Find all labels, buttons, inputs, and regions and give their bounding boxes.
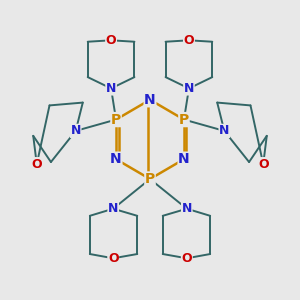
Text: O: O	[32, 158, 42, 171]
Text: P: P	[179, 112, 189, 127]
Text: N: N	[106, 82, 116, 95]
Text: P: P	[111, 112, 121, 127]
Text: N: N	[182, 202, 192, 215]
Text: O: O	[182, 252, 192, 265]
Text: O: O	[108, 252, 119, 265]
Text: O: O	[106, 34, 116, 47]
Text: P: P	[145, 172, 155, 186]
Text: N: N	[108, 202, 119, 215]
Text: N: N	[70, 124, 81, 137]
Text: N: N	[219, 124, 230, 137]
Text: O: O	[258, 158, 268, 171]
Text: N: N	[184, 82, 194, 95]
Text: N: N	[144, 93, 156, 107]
Text: N: N	[178, 152, 190, 166]
Text: N: N	[110, 152, 122, 166]
Text: O: O	[184, 34, 194, 47]
